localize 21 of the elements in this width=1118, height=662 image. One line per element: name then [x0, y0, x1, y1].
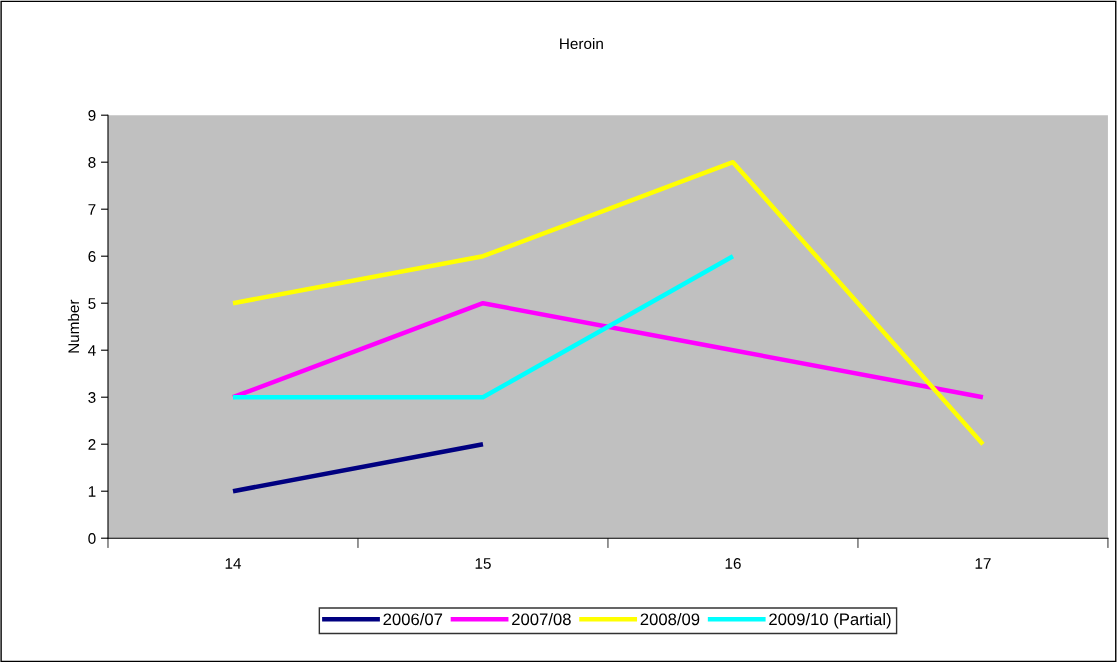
y-tick-label: 3 [88, 392, 96, 403]
y-tick-label: 6 [88, 251, 96, 262]
y-tick-label: 8 [88, 157, 96, 168]
legend-label: 2009/10 (Partial) [769, 612, 891, 629]
legend-label: 2007/08 [512, 612, 571, 626]
x-tick-label: 16 [725, 558, 741, 569]
x-tick-label: 14 [225, 558, 242, 569]
line-series [230, 159, 986, 447]
legend-label: 2006/07 [383, 612, 443, 626]
y-tick-label: 5 [88, 298, 96, 309]
y-tick-label: 0 [88, 533, 96, 544]
y-tick-label: 4 [88, 345, 96, 356]
chart-title: Heroin [560, 37, 603, 50]
legend-label: 2008/09 [640, 612, 700, 626]
x-tick-label: 17 [975, 558, 991, 569]
y-tick-label: 2 [88, 439, 96, 450]
y-tick-label: 1 [88, 486, 96, 497]
x-tick-label: 15 [475, 558, 491, 569]
y-tick-label: 9 [88, 110, 96, 121]
y-tick-label: 7 [88, 204, 96, 215]
y-axis-title: Number [67, 299, 80, 353]
